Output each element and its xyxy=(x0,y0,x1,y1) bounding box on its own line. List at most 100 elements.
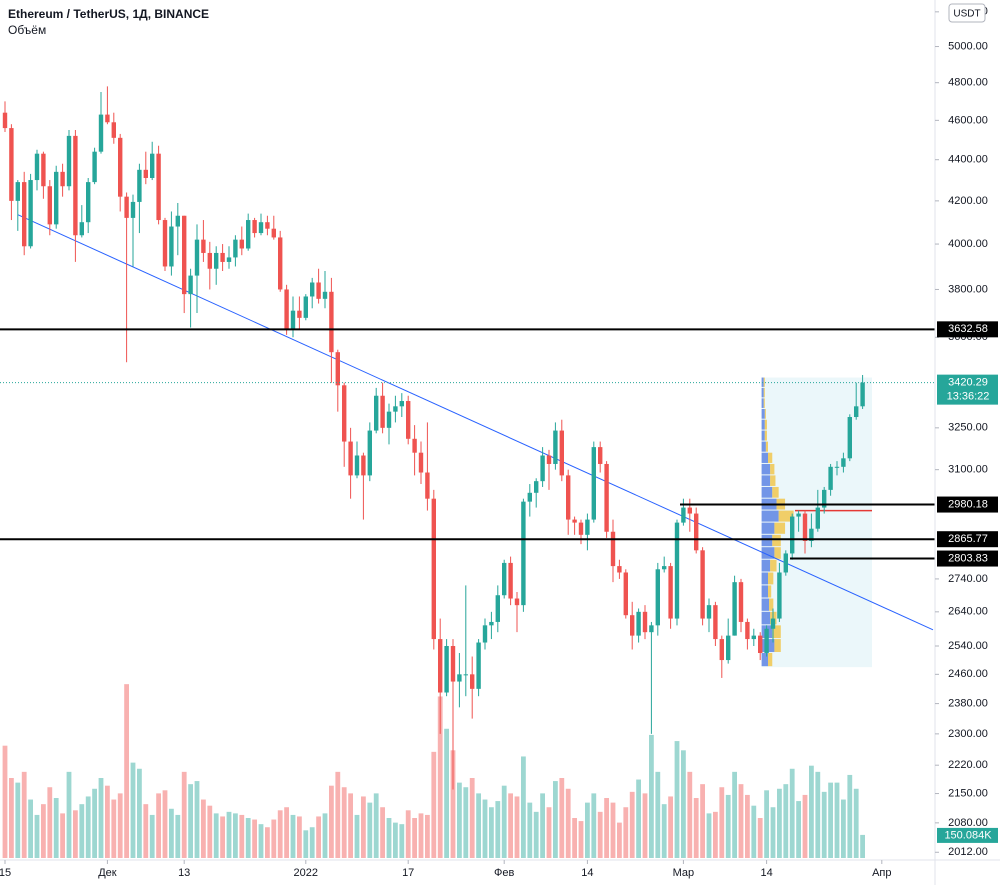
candle-body xyxy=(815,507,820,529)
candle-body xyxy=(348,441,353,476)
candle-body xyxy=(226,257,232,262)
y-tick-label: 3800.00 xyxy=(948,283,988,295)
candle-body xyxy=(98,114,104,152)
y-tick-label: 3250.00 xyxy=(948,422,988,434)
volume-bar xyxy=(751,805,757,858)
volume-profile-up xyxy=(761,486,773,498)
volume-bar xyxy=(149,814,155,858)
volume-bar xyxy=(834,782,840,858)
candle-body xyxy=(777,572,782,619)
volume-bar xyxy=(329,785,334,858)
candle-body xyxy=(239,239,244,249)
candle-body xyxy=(169,226,174,267)
volume-bar xyxy=(15,782,21,858)
candle-body xyxy=(124,196,129,218)
volume-bar xyxy=(821,791,827,858)
volume-profile-up xyxy=(761,398,764,408)
volume-bar xyxy=(34,814,40,858)
x-tick-label: 14 xyxy=(581,867,593,879)
volume-profile-down xyxy=(774,522,786,534)
candle-body xyxy=(450,646,456,682)
level-label: 3632.58 xyxy=(948,323,988,335)
volume-bar xyxy=(322,813,328,858)
candle-body xyxy=(374,395,379,431)
volume-bar xyxy=(841,799,846,858)
volume-bar xyxy=(431,751,437,858)
volume-bar xyxy=(553,781,558,858)
volume-bar xyxy=(655,771,661,858)
volume-bar xyxy=(28,799,33,858)
candle-body xyxy=(66,135,72,187)
candle-body xyxy=(297,310,302,318)
volume-profile-down xyxy=(763,387,765,398)
candle-body xyxy=(591,447,596,520)
volume-bar xyxy=(207,805,213,858)
volume-bar xyxy=(578,821,584,858)
x-tick-label: 17 xyxy=(402,867,414,879)
y-tick-label: 4400.00 xyxy=(948,154,988,166)
candle-body xyxy=(841,458,846,467)
volume-profile-up xyxy=(761,510,779,522)
volume-bar xyxy=(719,787,725,858)
candle-body xyxy=(770,618,776,629)
volume-bar xyxy=(188,784,193,858)
volume-bar xyxy=(316,816,321,858)
candle-body xyxy=(495,595,500,622)
countdown-label: 13:36:22 xyxy=(947,391,990,403)
candle-body xyxy=(182,215,187,295)
volume-bar xyxy=(764,790,769,858)
candle-body xyxy=(700,550,705,619)
volume-bar xyxy=(117,793,123,858)
candle-body xyxy=(809,528,814,541)
volume-bar xyxy=(399,824,405,858)
time-axis-panel xyxy=(0,860,1000,885)
candle-body xyxy=(322,291,328,299)
chart-title: Ethereum / TetherUS, 1Д, BINANCE xyxy=(8,7,209,21)
candle-body xyxy=(47,186,52,225)
candle-body xyxy=(732,582,737,636)
volume-bar xyxy=(629,791,635,858)
last-price-box xyxy=(937,374,998,405)
volume-bar xyxy=(732,771,737,858)
volume-bar xyxy=(393,822,398,858)
volume-bar xyxy=(501,785,507,858)
candle-body xyxy=(674,522,680,619)
candle-body xyxy=(278,237,283,290)
volume-profile-down xyxy=(768,452,773,463)
candle-body xyxy=(726,635,731,661)
candle-body xyxy=(34,153,40,181)
candle-body xyxy=(265,222,270,229)
volume-bar xyxy=(469,778,475,858)
x-tick-label: Фев xyxy=(494,867,514,879)
currency-badge[interactable] xyxy=(948,3,986,23)
candle-body xyxy=(316,282,321,299)
candle-body xyxy=(514,598,520,606)
volume-bar xyxy=(540,793,545,858)
volume-bar xyxy=(137,768,142,858)
volume-bar xyxy=(706,813,712,858)
volume-bar xyxy=(636,779,641,858)
y-tick-label: 2540.00 xyxy=(948,640,988,652)
x-tick-label: Дек xyxy=(98,867,117,879)
volume-bar xyxy=(405,810,411,858)
volume-bar xyxy=(783,784,789,858)
volume-bar xyxy=(674,741,680,858)
level-label-box xyxy=(937,531,998,548)
candle-body xyxy=(751,635,756,640)
candle-body xyxy=(399,401,404,407)
candle-body xyxy=(380,395,385,428)
candle-body xyxy=(73,135,78,236)
volume-bar xyxy=(482,799,488,858)
y-tick-label: 2012.00 xyxy=(948,846,988,858)
volume-bar xyxy=(290,814,296,858)
volume-bar xyxy=(271,819,277,858)
volume-bar xyxy=(297,816,302,858)
candle-body xyxy=(796,513,801,517)
candle-body xyxy=(143,169,148,178)
candle-body xyxy=(681,507,686,523)
volume-profile-down xyxy=(774,639,781,653)
volume-bar xyxy=(265,827,270,858)
candle-body xyxy=(15,182,20,201)
candle-body xyxy=(335,352,340,386)
volume-bar xyxy=(757,818,763,858)
